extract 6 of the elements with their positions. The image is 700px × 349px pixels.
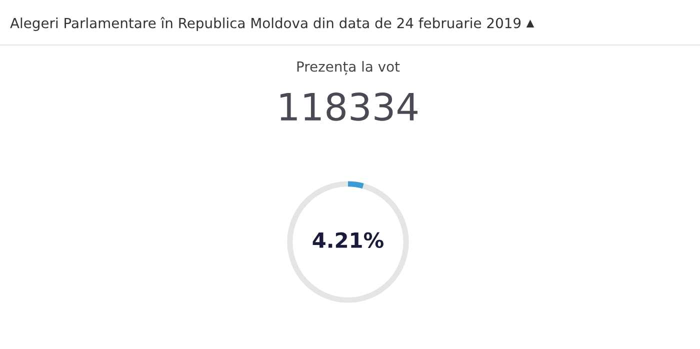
text: 118334	[280, 92, 418, 121]
chart-subtitle: Prezența la vot	[297, 61, 400, 75]
data-label: 4.21%	[312, 232, 384, 248]
chart-title: Alegeri Parlamentare în Republica Moldova din data de 24 februarie 2019	[10, 17, 521, 31]
donut-slice	[287, 181, 409, 303]
donut-slice	[348, 181, 364, 189]
